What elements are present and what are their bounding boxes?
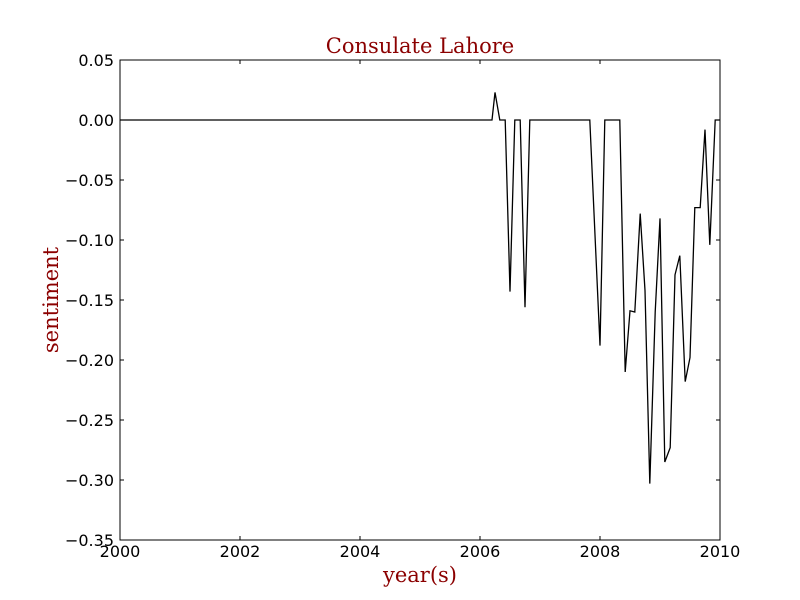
plot-frame — [119, 59, 721, 541]
x-tick-label: 2000 — [100, 542, 141, 561]
x-tick-label: 2010 — [700, 542, 741, 561]
y-tick-label: −0.35 — [65, 531, 114, 550]
y-axis-label: sentiment — [39, 246, 63, 353]
series-group — [120, 92, 720, 484]
y-tick-label: −0.10 — [65, 231, 114, 250]
x-tick-label: 2004 — [340, 542, 381, 561]
y-tick-label: −0.15 — [65, 291, 114, 310]
x-tick-label: 2002 — [220, 542, 261, 561]
x-tick-label: 2008 — [580, 542, 621, 561]
y-tick-label: −0.05 — [65, 171, 114, 190]
y-tick-label: −0.30 — [65, 471, 114, 490]
y-tick-label: −0.20 — [65, 351, 114, 370]
y-tick-label: 0.00 — [78, 111, 114, 130]
x-axis-ticks: 2000 2002 2004 2006 2008 2010 — [100, 60, 741, 561]
y-tick-label: 0.05 — [78, 51, 114, 70]
y-axis-ticks: 0.05 0.00 −0.05 −0.10 −0.15 −0.20 −0.25 −0.30 −0… — [65, 51, 720, 550]
sentiment-series-line — [120, 92, 720, 484]
chart-title: Consulate Lahore — [326, 34, 514, 58]
x-tick-label: 2006 — [460, 542, 501, 561]
x-axis-label: year(s) — [382, 563, 457, 587]
y-tick-label: −0.25 — [65, 411, 114, 430]
